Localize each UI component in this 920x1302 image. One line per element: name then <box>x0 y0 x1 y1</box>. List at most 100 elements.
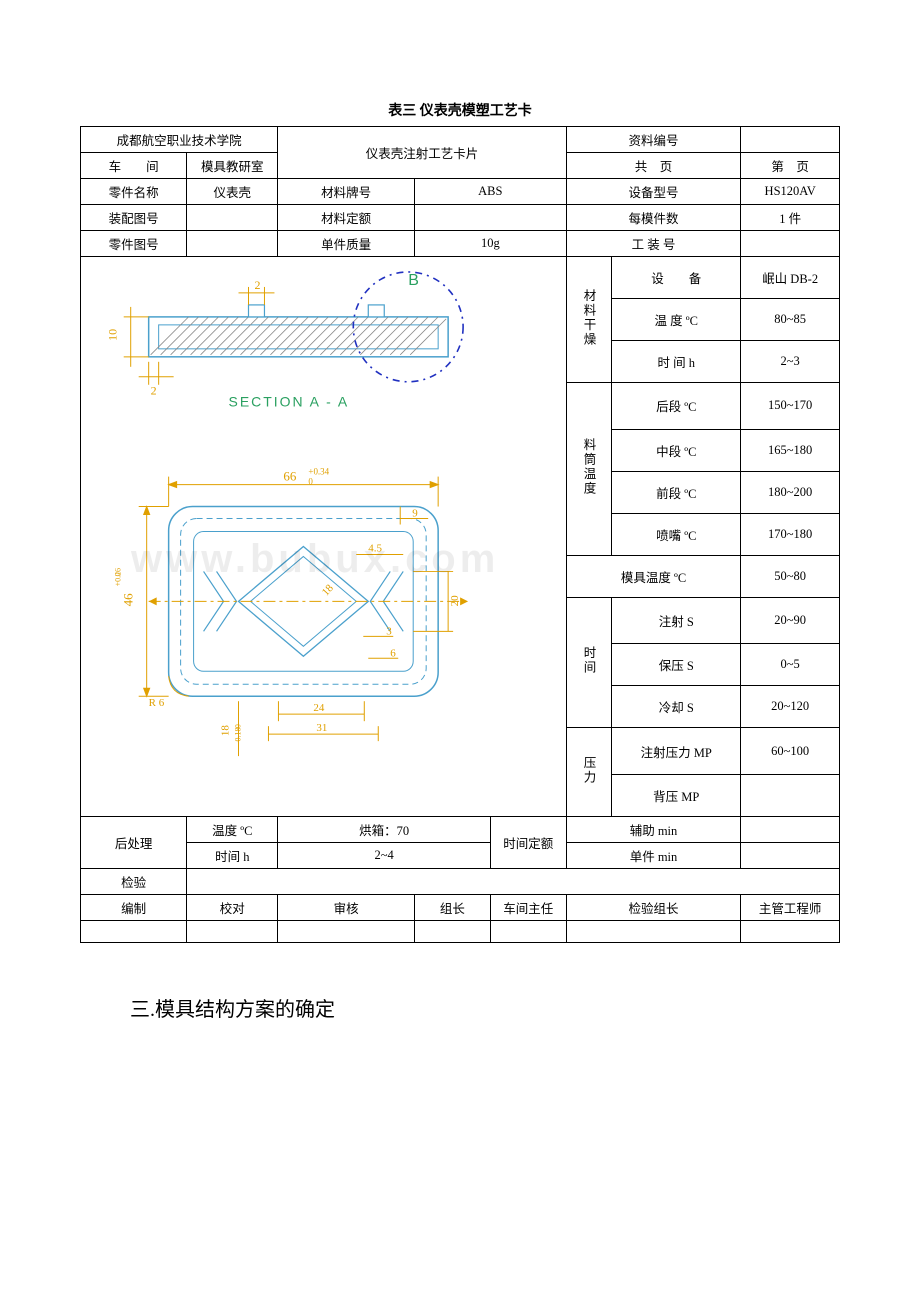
svg-text:-0.18: -0.18 <box>234 728 243 745</box>
sign-compile: 编制 <box>81 895 187 921</box>
drying-time-value: 2~3 <box>741 341 840 383</box>
mat-quota-value <box>414 205 566 231</box>
svg-text:6: 6 <box>390 647 396 659</box>
tooling-no-label: 工 装 号 <box>566 231 741 257</box>
svg-text:10: 10 <box>106 329 120 341</box>
svg-text:3: 3 <box>386 625 392 637</box>
post-aux-label: 辅助 min <box>566 817 741 843</box>
table-row: 后处理 温度 ºC 烘箱：70 时间定额 辅助 min <box>81 817 840 843</box>
sign-blank <box>566 921 741 943</box>
workshop-value: 模具教研室 <box>187 153 278 179</box>
svg-text:SECTION A - A: SECTION A - A <box>229 394 350 410</box>
pages-label: 共 页 <box>566 153 741 179</box>
time-inj-value: 20~90 <box>741 597 840 644</box>
barrel-rear-value: 150~170 <box>741 383 840 430</box>
drying-equip-label: 设 备 <box>612 257 741 299</box>
post-time-label: 时间 h <box>187 843 278 869</box>
table-row: 检验 <box>81 869 840 895</box>
svg-text:24: 24 <box>313 702 324 714</box>
assy-no-label: 装配图号 <box>81 205 187 231</box>
table-row: 成都航空职业技术学院 仪表壳注射工艺卡片 资料编号 <box>81 127 840 153</box>
drying-equip-value: 岷山 DB-2 <box>741 257 840 299</box>
sign-blank <box>278 921 415 943</box>
svg-text:R 6: R 6 <box>149 697 165 709</box>
section-heading: 三.模具结构方案的确定 <box>130 993 840 1022</box>
mold-temp-value: 50~80 <box>741 555 840 597</box>
inspection-label: 检验 <box>81 869 187 895</box>
svg-text:20: 20 <box>449 595 461 606</box>
table-row: 装配图号 材料定额 每模件数 1 件 <box>81 205 840 231</box>
svg-text:46: 46 <box>121 593 136 606</box>
part-no-value <box>187 231 278 257</box>
post-temp-label: 温度 ºC <box>187 817 278 843</box>
sign-review: 审核 <box>278 895 415 921</box>
barrel-nozzle-label: 喷嘴 ºC <box>612 513 741 555</box>
workshop-label: 车 间 <box>81 153 187 179</box>
time-hold-label: 保压 S <box>612 644 741 686</box>
sign-blank <box>741 921 840 943</box>
post-quota-label: 时间定额 <box>490 817 566 869</box>
sign-blank <box>187 921 278 943</box>
time-cool-label: 冷却 S <box>612 686 741 728</box>
table-row: 编制 校对 审核 组长 车间主任 检验组长 主管工程师 <box>81 895 840 921</box>
svg-text:66: 66 <box>283 469 296 484</box>
barrel-mid-value: 165~180 <box>741 429 840 471</box>
unit-mass-label: 单件质量 <box>278 231 415 257</box>
tooling-no-value <box>741 231 840 257</box>
pressure-back-label: 背压 MP <box>612 775 741 817</box>
barrel-front-label: 前段 ºC <box>612 471 741 513</box>
page-label: 第 页 <box>741 153 840 179</box>
svg-text:2: 2 <box>254 278 260 292</box>
time-hold-value: 0~5 <box>741 644 840 686</box>
pressure-inj-value: 60~100 <box>741 728 840 775</box>
table-row <box>81 921 840 943</box>
mat-grade-value: ABS <box>414 179 566 205</box>
pressure-inj-label: 注射压力 MP <box>612 728 741 775</box>
svg-text:2: 2 <box>151 384 157 398</box>
svg-text:18: 18 <box>220 725 232 736</box>
sign-chief-eng: 主管工程师 <box>741 895 840 921</box>
drying-temp-value: 80~85 <box>741 299 840 341</box>
per-mold-value: 1 件 <box>741 205 840 231</box>
barrel-group-label: 料筒温度 <box>566 383 612 556</box>
post-aux-value <box>741 817 840 843</box>
table-row: 零件名称 仪表壳 材料牌号 ABS 设备型号 HS120AV <box>81 179 840 205</box>
process-card-table: 成都航空职业技术学院 仪表壳注射工艺卡片 资料编号 车 间 模具教研室 共 页 … <box>80 126 840 943</box>
svg-text:31: 31 <box>316 722 327 734</box>
part-name-value: 仪表壳 <box>187 179 278 205</box>
part-name-label: 零件名称 <box>81 179 187 205</box>
table-row: www.bubux.com <box>81 257 840 299</box>
mold-temp-label: 模具温度 ºC <box>566 555 741 597</box>
time-cool-value: 20~120 <box>741 686 840 728</box>
sign-blank <box>490 921 566 943</box>
barrel-mid-label: 中段 ºC <box>612 429 741 471</box>
post-time-value: 2~4 <box>278 843 491 869</box>
per-mold-label: 每模件数 <box>566 205 741 231</box>
pressure-back-value <box>741 775 840 817</box>
sign-blank <box>414 921 490 943</box>
unit-mass-value: 10g <box>414 231 566 257</box>
barrel-rear-label: 后段 ºC <box>612 383 741 430</box>
card-title: 仪表壳注射工艺卡片 <box>278 127 566 179</box>
svg-text:0: 0 <box>114 572 123 576</box>
assy-no-value <box>187 205 278 231</box>
pressure-group-label: 压力 <box>566 728 612 817</box>
drawing-svg: 2 10 2 B SECTION A - A <box>81 257 566 816</box>
post-temp-value: 烘箱：70 <box>278 817 491 843</box>
svg-text:+0.34: +0.34 <box>308 467 329 477</box>
part-drawing: www.bubux.com <box>81 257 567 817</box>
time-group-label: 时间 <box>566 597 612 728</box>
svg-text:9: 9 <box>412 508 418 520</box>
table-row: 零件图号 单件质量 10g 工 装 号 <box>81 231 840 257</box>
mat-quota-label: 材料定额 <box>278 205 415 231</box>
sign-insp-leader: 检验组长 <box>566 895 741 921</box>
equip-type-label: 设备型号 <box>566 179 741 205</box>
post-label: 后处理 <box>81 817 187 869</box>
org-name: 成都航空职业技术学院 <box>81 127 278 153</box>
doc-no-label: 资料编号 <box>566 127 741 153</box>
doc-no-value <box>741 127 840 153</box>
barrel-front-value: 180~200 <box>741 471 840 513</box>
time-inj-label: 注射 S <box>612 597 741 644</box>
barrel-nozzle-value: 170~180 <box>741 513 840 555</box>
part-no-label: 零件图号 <box>81 231 187 257</box>
